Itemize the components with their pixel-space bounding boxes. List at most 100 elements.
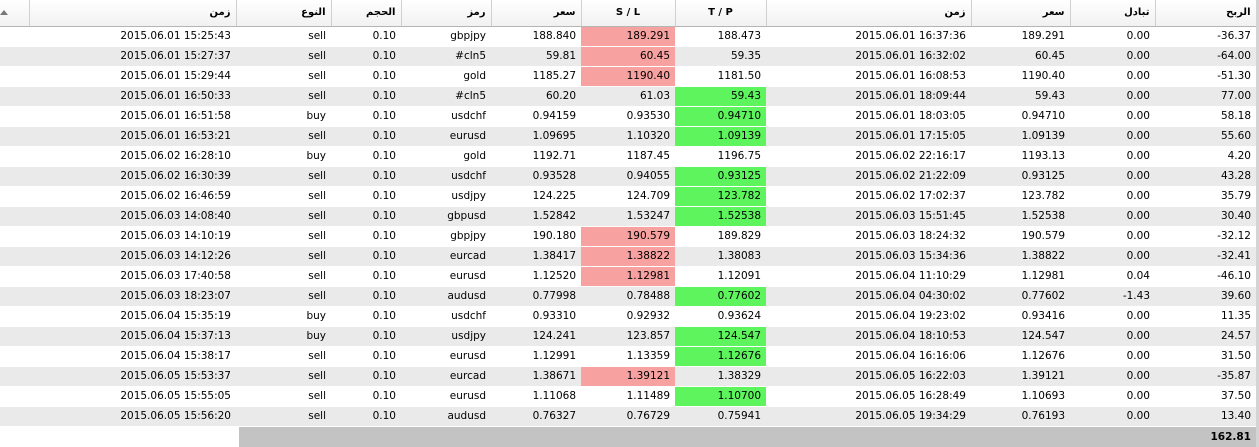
cell-symbol: gold [401, 66, 491, 87]
cell-open-time: 2015.06.01 15:25:43 [29, 26, 236, 47]
cell-symbol: gbpjpy [401, 26, 491, 47]
row-spacer [0, 86, 29, 107]
table-row[interactable]: 2015.06.03 14:10:19 sell 0.10 gbpjpy 190.180… [0, 226, 1256, 247]
cell-open-time: 2015.06.01 16:50:33 [29, 86, 236, 107]
cell-close-time: 2015.06.05 19:34:29 [766, 406, 971, 427]
cell-symbol: audusd [401, 406, 491, 427]
vertical-scrollbar[interactable] [1256, 0, 1259, 447]
cell-close-price: 189.291 [971, 26, 1070, 47]
cell-volume: 0.10 [331, 206, 401, 227]
row-spacer [0, 206, 29, 227]
cell-price: 0.94159 [491, 106, 581, 127]
cell-volume: 0.10 [331, 266, 401, 287]
cell-price: 60.20 [491, 86, 581, 107]
cell-close-time: 2015.06.04 04:30:02 [766, 286, 971, 307]
cell-type: sell [236, 406, 331, 427]
header-symbol[interactable]: رمز [401, 0, 492, 27]
row-spacer [0, 146, 29, 167]
header-sl[interactable]: S / L [581, 0, 676, 27]
row-spacer [0, 366, 29, 387]
cell-close-price: 1190.40 [971, 66, 1070, 87]
cell-open-time: 2015.06.02 16:28:10 [29, 146, 236, 167]
cell-volume: 0.10 [331, 406, 401, 427]
table-row[interactable]: 2015.06.03 14:08:40 sell 0.10 gbpusd 1.52842… [0, 206, 1256, 227]
header-close-price[interactable]: سعر [971, 0, 1071, 27]
cell-sl: 1190.40 [581, 66, 675, 87]
header-open-time[interactable]: زمن [29, 0, 237, 27]
table-row[interactable]: 2015.06.03 17:40:58 sell 0.10 eurusd 1.12520… [0, 266, 1256, 287]
cell-volume: 0.10 [331, 26, 401, 47]
table-row[interactable]: 2015.06.05 15:55:05 sell 0.10 eurusd 1.11068… [0, 386, 1256, 407]
cell-open-time: 2015.06.05 15:53:37 [29, 366, 236, 387]
cell-profit: -46.10 [1155, 266, 1256, 287]
header-swap[interactable]: تبادل [1070, 0, 1156, 27]
cell-price: 188.840 [491, 26, 581, 47]
cell-profit: 35.79 [1155, 186, 1256, 207]
cell-type: buy [236, 326, 331, 347]
cell-profit: 37.50 [1155, 386, 1256, 407]
row-spacer [0, 266, 29, 287]
cell-volume: 0.10 [331, 126, 401, 147]
cell-sl: 1.10320 [581, 126, 675, 147]
cell-volume: 0.10 [331, 246, 401, 267]
cell-close-time: 2015.06.04 18:10:53 [766, 326, 971, 347]
header-type[interactable]: النوع [236, 0, 332, 27]
cell-sl: 1187.45 [581, 146, 675, 167]
cell-tp: 1.09139 [675, 126, 766, 147]
cell-type: buy [236, 146, 331, 167]
table-row[interactable]: 2015.06.04 15:37:13 buy 0.10 usdjpy 124.241 1… [0, 326, 1256, 347]
cell-symbol: eurcad [401, 366, 491, 387]
table-row[interactable]: 2015.06.02 16:46:59 sell 0.10 usdjpy 124.225… [0, 186, 1256, 207]
cell-tp: 1.12676 [675, 346, 766, 367]
cell-price: 1.12520 [491, 266, 581, 287]
cell-close-price: 0.76193 [971, 406, 1070, 427]
cell-close-time: 2015.06.05 16:22:03 [766, 366, 971, 387]
cell-close-price: 1193.13 [971, 146, 1070, 167]
cell-profit: 24.57 [1155, 326, 1256, 347]
table-row[interactable]: 2015.06.03 14:12:26 sell 0.10 eurcad 1.38417… [0, 246, 1256, 267]
cell-close-time: 2015.06.02 22:16:17 [766, 146, 971, 167]
row-spacer [0, 406, 29, 427]
row-spacer [0, 166, 29, 187]
header-tp[interactable]: T / P [675, 0, 767, 27]
cell-close-time: 2015.06.01 18:09:44 [766, 86, 971, 107]
cell-open-time: 2015.06.05 15:56:20 [29, 406, 236, 427]
table-row[interactable]: 2015.06.05 15:56:20 sell 0.10 audusd 0.76327… [0, 406, 1256, 427]
cell-price: 1.11068 [491, 386, 581, 407]
cell-profit: -32.12 [1155, 226, 1256, 247]
table-row[interactable]: 2015.06.04 15:35:19 buy 0.10 usdchf 0.93310 0… [0, 306, 1256, 327]
table-row[interactable]: 2015.06.01 15:29:44 sell 0.10 gold 1185.27 11… [0, 66, 1256, 87]
cell-sl: 0.93530 [581, 106, 675, 127]
table-row[interactable]: 2015.06.05 15:53:37 sell 0.10 eurcad 1.38671… [0, 366, 1256, 387]
table-row[interactable]: 2015.06.01 16:51:58 buy 0.10 usdchf 0.94159 0… [0, 106, 1256, 127]
cell-close-price: 0.93125 [971, 166, 1070, 187]
header-price[interactable]: سعر [491, 0, 582, 27]
sort-column-header[interactable] [0, 0, 30, 27]
cell-type: sell [236, 86, 331, 107]
cell-swap: 0.00 [1070, 126, 1155, 147]
cell-symbol: eurcad [401, 246, 491, 267]
cell-swap: 0.00 [1070, 326, 1155, 347]
header-profit[interactable]: الربح [1155, 0, 1257, 27]
table-row[interactable]: 2015.06.01 16:53:21 sell 0.10 eurusd 1.09695… [0, 126, 1256, 147]
cell-profit: -36.37 [1155, 26, 1256, 47]
cell-type: sell [236, 286, 331, 307]
cell-swap: 0.00 [1070, 406, 1155, 427]
cell-close-time: 2015.06.01 16:37:36 [766, 26, 971, 47]
header-close-time[interactable]: زمن [766, 0, 972, 27]
cell-sl: 1.38822 [581, 246, 675, 267]
row-spacer [0, 306, 29, 327]
cell-sl: 1.13359 [581, 346, 675, 367]
table-row[interactable]: 2015.06.01 16:50:33 sell 0.10 #cln5 60.20 61.… [0, 86, 1256, 107]
cell-profit: 11.35 [1155, 306, 1256, 327]
table-row[interactable]: 2015.06.02 16:28:10 buy 0.10 gold 1192.71 118… [0, 146, 1256, 167]
cell-tp: 0.94710 [675, 106, 766, 127]
table-row[interactable]: 2015.06.01 15:25:43 sell 0.10 gbpjpy 188.840… [0, 26, 1256, 47]
cell-sl: 0.78488 [581, 286, 675, 307]
table-row[interactable]: 2015.06.01 15:27:37 sell 0.10 #cln5 59.81 60.… [0, 46, 1256, 67]
header-volume[interactable]: الحجم [331, 0, 402, 27]
table-row[interactable]: 2015.06.02 16:30:39 sell 0.10 usdchf 0.93528… [0, 166, 1256, 187]
table-row[interactable]: 2015.06.03 18:23:07 sell 0.10 audusd 0.77998… [0, 286, 1256, 307]
cell-tp: 0.93125 [675, 166, 766, 187]
table-row[interactable]: 2015.06.04 15:38:17 sell 0.10 eurusd 1.12991… [0, 346, 1256, 367]
